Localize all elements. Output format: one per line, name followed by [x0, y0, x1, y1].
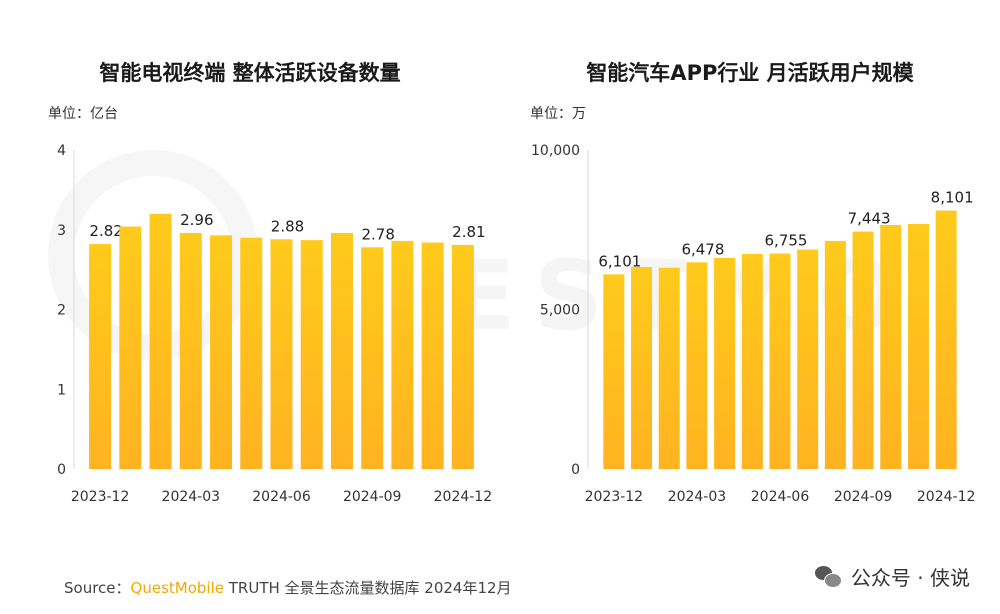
y-tick-label: 2: [57, 303, 66, 319]
source-brand: QuestMobile: [130, 579, 224, 597]
y-tick-label: 4: [57, 143, 66, 159]
data-label: 6,755: [765, 232, 808, 250]
bar: [769, 253, 791, 469]
y-tick-label: 5,000: [540, 303, 580, 319]
bar: [240, 237, 263, 469]
bar: [714, 257, 736, 469]
unit-label: 单位：万: [530, 106, 586, 122]
x-tick-label: 2024-03: [668, 489, 727, 505]
bar: [824, 240, 846, 469]
bar: [179, 232, 202, 469]
x-tick-label: 2024-06: [751, 489, 810, 505]
bar: [631, 267, 653, 469]
data-label: 2.88: [271, 217, 304, 235]
bar: [270, 239, 293, 469]
bar: [686, 262, 708, 469]
y-tick-label: 0: [571, 462, 580, 478]
data-label: 8,101: [931, 189, 974, 207]
bar: [658, 267, 680, 469]
bar: [741, 253, 763, 469]
bar: [149, 213, 172, 469]
data-label: 7,443: [848, 210, 891, 228]
x-tick-label: 2024-09: [343, 489, 402, 505]
x-tick-label: 2024-09: [834, 489, 893, 505]
source-prefix: Source：: [64, 579, 131, 597]
bar: [361, 247, 384, 469]
bar: [421, 242, 444, 469]
bar: [880, 224, 902, 469]
bar: [852, 231, 874, 469]
bar: [451, 244, 474, 469]
bar: [797, 249, 819, 469]
bar: [300, 240, 323, 469]
bar: [907, 224, 929, 469]
wechat-account-watermark: 公众号 · 侠说: [814, 562, 970, 591]
x-tick-label: 2024-12: [434, 489, 493, 505]
wechat-icon: [814, 565, 842, 588]
wechat-account-text: 公众号 · 侠说: [850, 566, 970, 590]
data-label: 2.81: [452, 223, 485, 241]
x-tick-label: 2024-06: [252, 489, 311, 505]
source-footer: Source：QuestMobile TRUTH 全景生态流量数据库 2024年…: [64, 577, 512, 598]
data-label: 2.82: [89, 222, 122, 240]
unit-label: 单位：亿台: [48, 106, 118, 122]
data-label: 2.78: [361, 225, 394, 243]
y-tick-label: 0: [57, 462, 66, 478]
x-tick-label: 2024-03: [162, 489, 221, 505]
bar: [119, 226, 142, 469]
y-tick-label: 10,000: [531, 143, 580, 159]
bar: [330, 232, 353, 469]
y-tick-label: 3: [57, 223, 66, 239]
bar: [935, 210, 957, 469]
bar: [603, 274, 625, 469]
data-label: 6,478: [681, 240, 724, 258]
bar: [89, 244, 112, 469]
chart-title: 智能电视终端 整体活跃设备数量: [99, 61, 400, 85]
data-label: 6,101: [598, 252, 641, 270]
y-tick-label: 1: [57, 382, 66, 398]
data-label: 2.96: [180, 211, 213, 229]
x-tick-label: 2024-12: [917, 489, 976, 505]
chart-title: 智能汽车APP行业 月活跃用户规模: [586, 61, 914, 85]
x-tick-label: 2023-12: [71, 489, 130, 505]
source-rest: TRUTH 全景生态流量数据库 2024年12月: [223, 579, 512, 597]
bar: [210, 235, 233, 469]
bar: [391, 240, 414, 469]
x-tick-label: 2023-12: [585, 489, 644, 505]
